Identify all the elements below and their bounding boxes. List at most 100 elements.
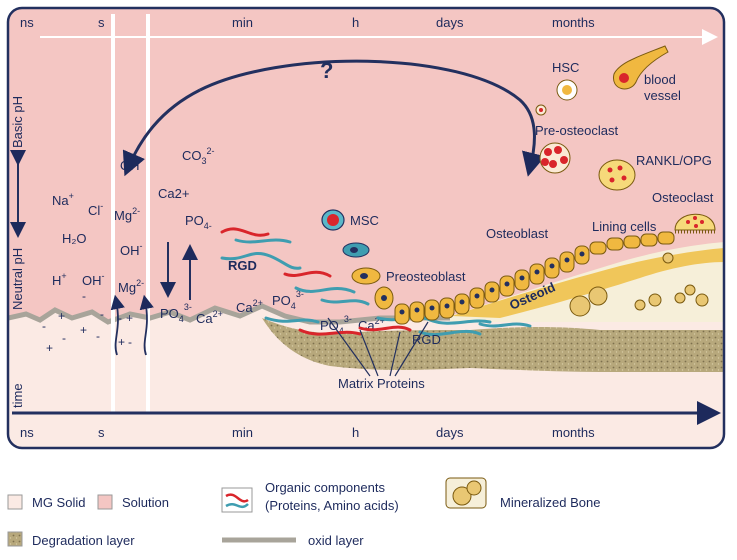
osteoblast-row — [394, 231, 675, 325]
legend-mineralized: Mineralized Bone — [500, 495, 600, 510]
svg-text:-: - — [100, 307, 104, 321]
svg-text:-: - — [82, 289, 86, 303]
ion-ca-2: Ca — [196, 311, 213, 326]
panel-border — [6, 6, 726, 450]
preosteoblast-label: Preosteoblast — [386, 269, 466, 284]
svg-text:PO4-: PO4- — [185, 213, 212, 231]
svg-text:+: + — [46, 341, 53, 355]
svg-text:Cl-: Cl- — [88, 201, 103, 218]
ion-oh-3: OH — [120, 243, 140, 258]
legend-swatch-mg-solid — [7, 494, 23, 510]
ion-mg-1: Mg — [114, 208, 132, 223]
svg-text:Mg2-: Mg2- — [118, 278, 144, 295]
ion-na: Na — [52, 193, 69, 208]
top-tick-ns: ns — [20, 15, 34, 30]
surface-charges: -+-- +-+ - - ++ - — [42, 289, 133, 355]
bottom-tick-s: s — [98, 425, 105, 440]
legend-oxid: oxid layer — [308, 533, 364, 548]
osteoclast-label: Osteoclast — [652, 190, 714, 205]
legend-swatch-degradation — [7, 531, 23, 547]
neutral-ph-label: Neutral pH — [10, 248, 25, 310]
legend: MG Solid Solution Organic components (Pr… — [7, 477, 600, 548]
legend-solution: Solution — [122, 495, 169, 510]
rgd-label-1: RGD — [228, 258, 257, 273]
blood-vessel-label-1: blood — [644, 72, 676, 87]
matrix-pointers — [327, 317, 429, 377]
hsc-label: HSC — [552, 60, 579, 75]
ion-h: H — [52, 273, 61, 288]
svg-text:PO43-: PO43- — [272, 289, 304, 311]
msc-cell — [321, 209, 345, 231]
basic-ph-label: Basic pH — [10, 96, 25, 148]
ion-mg-2: Mg — [118, 280, 136, 295]
legend-organic-2: (Proteins, Amino acids) — [265, 498, 399, 513]
bottom-tick-ns: ns — [20, 425, 34, 440]
legend-organic-1: Organic components — [265, 480, 385, 495]
bottom-tick-months: months — [552, 425, 595, 440]
pre-osteoclast-label: Pre-osteoclast — [535, 123, 618, 138]
svg-text:PO43-: PO43- — [160, 302, 192, 324]
svg-text:Mg2-: Mg2- — [114, 206, 140, 223]
svg-text:OH-: OH- — [120, 241, 143, 258]
ion-ca: Ca2+ — [158, 186, 189, 201]
time-label: time — [10, 383, 25, 408]
ion-po4-c: PO — [272, 293, 291, 308]
ion-po4-b: PO — [160, 306, 179, 321]
preosteoblast-cells — [342, 242, 394, 310]
svg-text:+: + — [118, 335, 125, 349]
svg-text:PO43-: PO43- — [320, 314, 352, 336]
msc-label: MSC — [350, 213, 379, 228]
top-time-axis: ns s min h days months — [20, 15, 718, 45]
legend-degradation: Degradation layer — [32, 533, 135, 548]
legend-swatch-solution — [97, 494, 113, 510]
ion-h2o: H₂O — [62, 231, 87, 246]
svg-text:CO32-: CO32- — [182, 146, 215, 166]
ion-oh: OH — [82, 273, 102, 288]
top-tick-months: months — [552, 15, 595, 30]
bottom-tick-min: min — [232, 425, 253, 440]
rankl-label: RANKL/OPG — [636, 153, 712, 168]
bottom-tick-days: days — [436, 425, 464, 440]
bottom-tick-h: h — [352, 425, 359, 440]
svg-text:+: + — [126, 311, 133, 325]
rankl-cell — [598, 159, 636, 191]
osteoclast-cell — [674, 213, 716, 234]
svg-text:+: + — [58, 309, 65, 323]
blood-vessel-label-2: vessel — [644, 88, 681, 103]
degradation-layer — [262, 318, 724, 372]
osteoblast-nuclei — [399, 251, 585, 315]
mg-release-arrows — [110, 294, 154, 356]
blood-vessel — [613, 45, 669, 90]
legend-mg-solid: MG Solid — [32, 495, 85, 510]
matrix-proteins-label: Matrix Proteins — [338, 376, 425, 391]
top-tick-min: min — [232, 15, 253, 30]
top-tick-days: days — [436, 15, 464, 30]
legend-swatch-mineralized — [445, 477, 487, 509]
svg-text:-: - — [128, 335, 132, 349]
svg-text:Na+: Na+ — [52, 191, 74, 208]
lining-cells-label: Lining cells — [592, 219, 657, 234]
svg-text:Ca2+: Ca2+ — [196, 309, 223, 326]
svg-text:OH-: OH- — [120, 156, 143, 173]
hsc-cell — [556, 79, 578, 101]
svg-text:-: - — [118, 311, 122, 325]
svg-text:+: + — [80, 323, 87, 337]
ions: Na+ Cl- H₂O H+ OH- OH- Mg2- OH- Mg2- CO3… — [52, 146, 385, 336]
ion-ca-3: Ca — [236, 300, 253, 315]
ion-po4-d: PO — [320, 318, 339, 333]
svg-text:OH-: OH- — [82, 271, 105, 288]
osteoid-band — [452, 248, 724, 318]
osteocytes — [569, 252, 709, 317]
pre-osteoclast-cell — [535, 104, 571, 174]
question-mark: ? — [320, 58, 333, 83]
feedback-arrow: ? — [122, 58, 546, 177]
rgd-label-2: RGD — [412, 332, 441, 347]
bottom-time-axis: ns s min h days months — [12, 401, 721, 440]
ion-po4-a: PO — [185, 213, 204, 228]
ph-axis: Basic pH Neutral pH time — [10, 96, 26, 408]
svg-text:-: - — [62, 331, 66, 345]
top-tick-s: s — [98, 15, 105, 30]
top-tick-h: h — [352, 15, 359, 30]
ion-co3: CO — [182, 148, 202, 163]
